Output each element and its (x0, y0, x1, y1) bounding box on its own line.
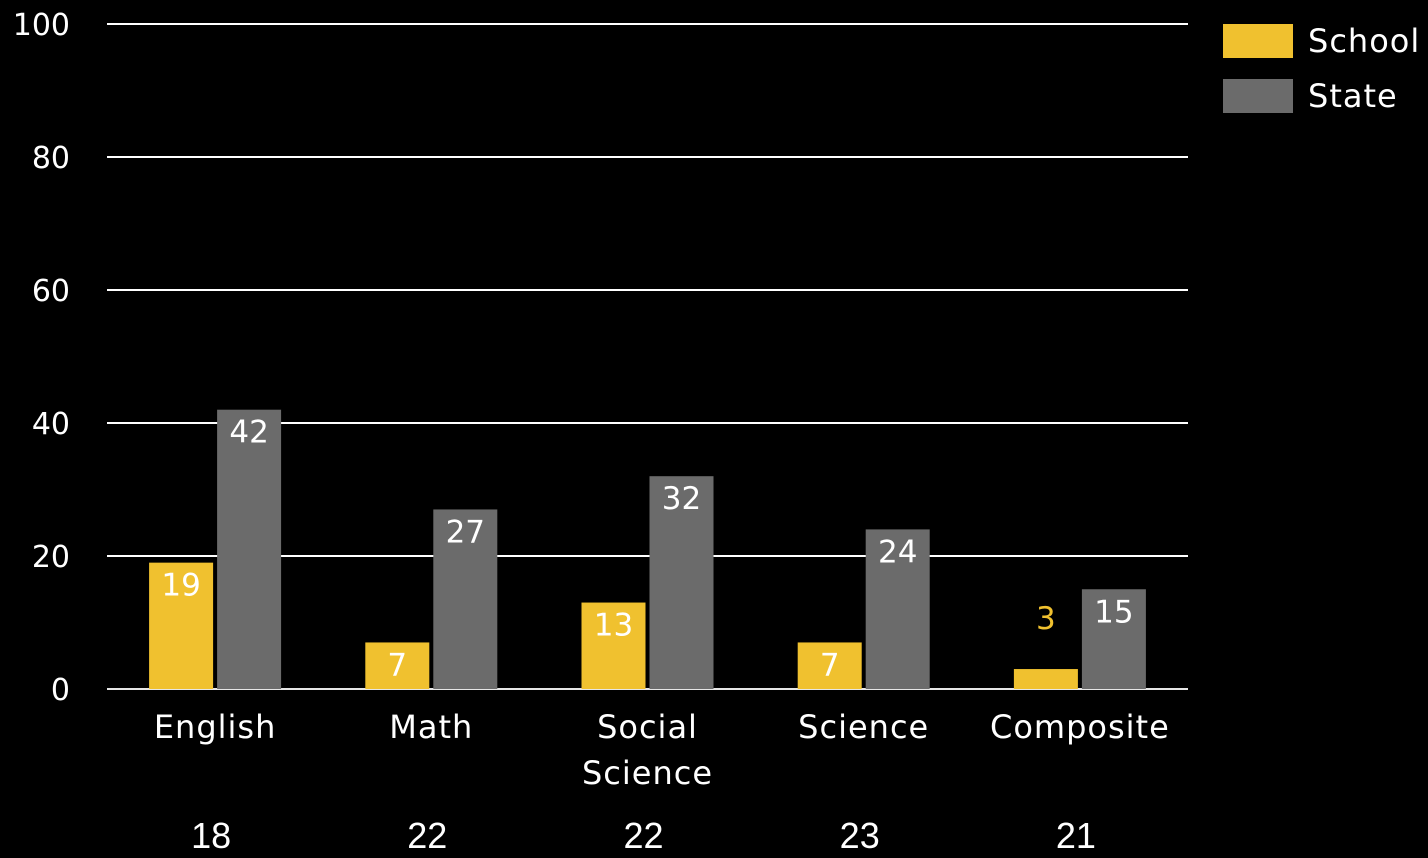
legend-label-state: State (1308, 77, 1398, 115)
legend-swatch-school (1223, 24, 1293, 58)
y-tick-label-0: 0 (51, 673, 70, 708)
legend: School State (1223, 22, 1420, 115)
bars (149, 409, 1146, 689)
bar-value-label-school-4: 3 (1036, 601, 1056, 637)
gridlines (107, 23, 1188, 690)
bar-value-label-state-2: 32 (662, 481, 701, 517)
category-label-line: Social (597, 708, 698, 746)
bar-school-2 (581, 602, 646, 689)
bar-state-1 (433, 509, 498, 689)
y-tick-label-20: 20 (32, 540, 70, 575)
y-tick-label-80: 80 (32, 141, 70, 176)
category-label-line: Math (389, 708, 473, 746)
bar-state-3 (865, 529, 930, 689)
bar-school-1 (365, 642, 430, 689)
y-tick-label-60: 60 (32, 274, 70, 309)
category-label-line: Science (798, 708, 929, 746)
bar-state-4 (1081, 589, 1146, 689)
bar-state-2 (649, 476, 714, 689)
y-tick-label-40: 40 (32, 407, 70, 442)
bar-school-4 (1013, 669, 1078, 689)
bar-value-label-state-0: 42 (229, 415, 268, 451)
bottom-value-3: 23 (840, 815, 880, 854)
category-label-line: Composite (990, 708, 1170, 746)
bar-value-label-state-4: 15 (1094, 594, 1133, 630)
bottom-value-2: 22 (623, 815, 663, 854)
category-label-3: Science (798, 708, 929, 746)
bottom-value-4: 21 (1056, 815, 1096, 854)
category-label-0: English (154, 708, 277, 746)
bar-value-label-school-1: 7 (387, 647, 407, 683)
bottom-value-1: 22 (407, 815, 447, 854)
bar-state-0 (217, 409, 282, 689)
bar-value-label-state-1: 27 (446, 514, 485, 550)
category-label-4: Composite (990, 708, 1170, 746)
bottom-value-0: 18 (191, 815, 231, 854)
category-label-line: Science (582, 754, 713, 792)
category-label-2: Social Science (582, 708, 713, 792)
category-labels: English Math Social Science Science Composite (154, 708, 1170, 792)
bottom-values: 18 22 22 23 21 (191, 815, 1096, 856)
category-label-line: English (154, 708, 277, 746)
legend-swatch-state (1223, 79, 1293, 113)
bar-school-0 (149, 562, 214, 689)
category-label-1: Math (389, 708, 473, 746)
bar-value-label-school-2: 13 (594, 608, 633, 644)
y-axis-tick-labels: 0 20 40 60 80 100 (13, 8, 70, 708)
bar-value-label-school-0: 19 (161, 568, 200, 604)
bar-value-label-school-3: 7 (820, 647, 840, 683)
bar-value-label-state-3: 24 (878, 534, 917, 570)
bar-value-labels: 19 42 7 27 13 32 7 24 3 15 (161, 415, 1133, 684)
legend-label-school: School (1308, 22, 1420, 60)
y-tick-label-100: 100 (13, 8, 70, 43)
bar-school-3 (797, 642, 862, 689)
